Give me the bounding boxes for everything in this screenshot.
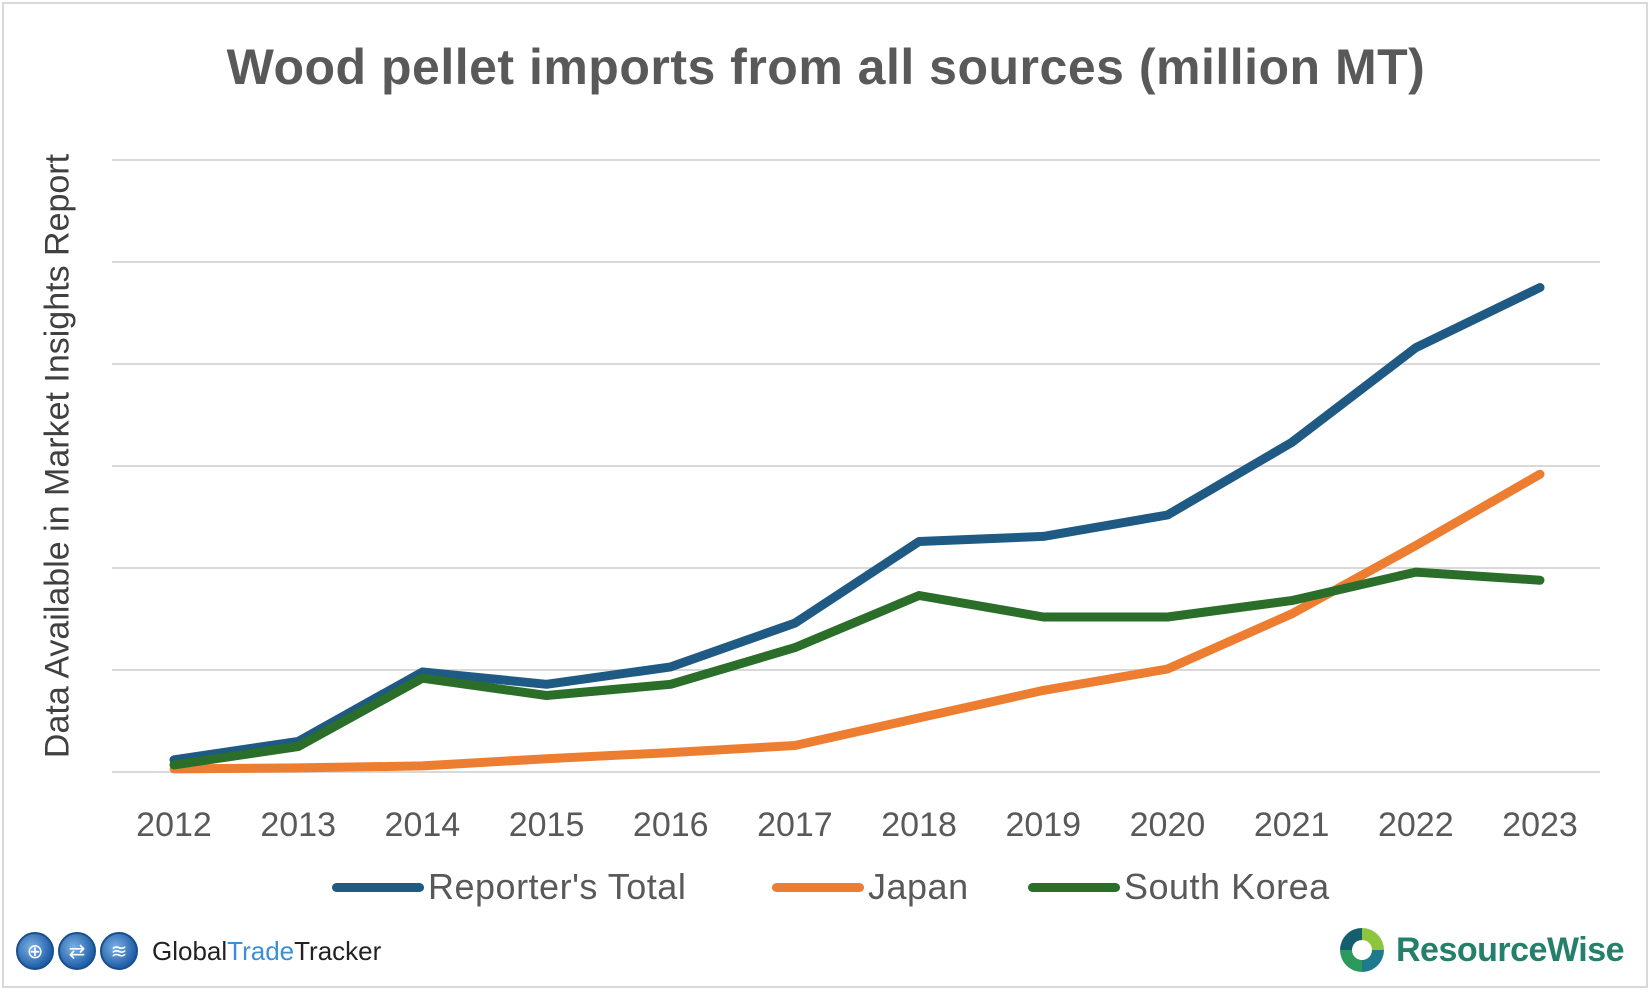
legend-label: Reporter's Total — [428, 866, 687, 907]
resourcewise-icon — [1336, 924, 1388, 976]
trade-arrows-icon: ⇄ — [58, 932, 96, 970]
x-tick-label: 2022 — [1378, 806, 1454, 844]
legend-swatch — [332, 882, 424, 892]
legend: Reporter's Total Japan South Korea — [0, 862, 1652, 912]
gridlines — [112, 159, 1600, 773]
series-lines — [169, 283, 1545, 774]
globaltradetracker-logo: ⊕ ⇄ ≋ GlobalTradeTracker — [16, 928, 381, 974]
x-tick-label: 2021 — [1254, 806, 1330, 844]
series-line-reporter-s-total — [169, 283, 1545, 765]
series-line-south-korea — [169, 567, 1545, 770]
globe-icon: ⊕ — [16, 932, 54, 970]
x-tick-label: 2020 — [1130, 806, 1206, 844]
x-tick-label: 2017 — [757, 806, 833, 844]
x-tick-label: 2012 — [136, 806, 212, 844]
tracker-icon: ≋ — [100, 932, 138, 970]
series-line-japan — [169, 469, 1545, 774]
legend-label: Japan — [868, 866, 969, 907]
chart-title: Wood pellet imports from all sources (mi… — [226, 39, 1426, 95]
x-tick-label: 2014 — [385, 806, 461, 844]
legend-label: South Korea — [1124, 866, 1330, 907]
legend-item: Reporter's Total — [332, 862, 686, 912]
x-tick-label: 2023 — [1502, 806, 1578, 844]
x-tick-label: 2016 — [633, 806, 709, 844]
legend-item: South Korea — [1028, 862, 1330, 912]
x-tick-labels: 2012 2013 2014 2015 2016 2017 2018 2019 2020 2021… — [136, 806, 1578, 844]
x-tick-label: 2013 — [260, 806, 336, 844]
gtt-wordmark: GlobalTradeTracker — [152, 935, 382, 966]
legend-swatch — [1028, 882, 1120, 892]
x-tick-label: 2019 — [1005, 806, 1081, 844]
x-tick-label: 2018 — [881, 806, 957, 844]
x-tick-label: 2015 — [509, 806, 585, 844]
resourcewise-logo: ResourceWise — [1336, 920, 1625, 980]
legend-swatch — [772, 882, 864, 892]
legend-item: Japan — [772, 862, 969, 912]
resourcewise-wordmark: ResourceWise — [1396, 930, 1625, 969]
